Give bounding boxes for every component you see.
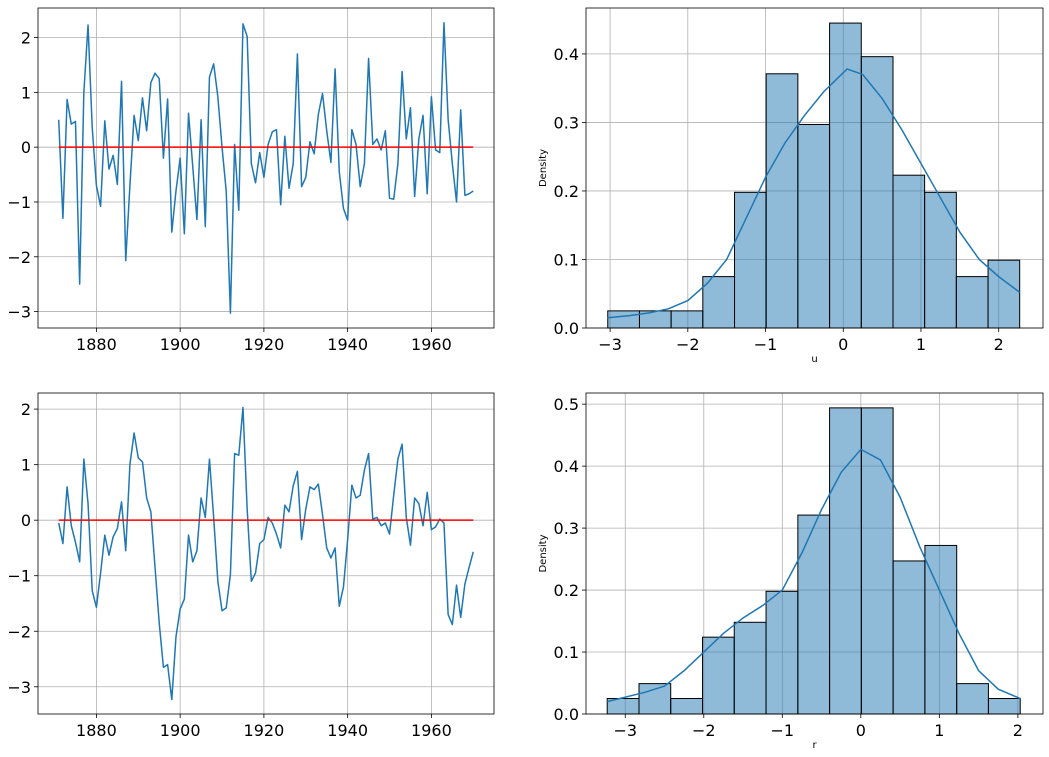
- x-tick-label: 1900: [160, 335, 201, 354]
- y-axis-label: Density: [538, 149, 549, 187]
- y-tick-label: 0: [21, 511, 31, 530]
- histogram-bar: [892, 560, 926, 715]
- y-tick-label: 0.2: [554, 182, 579, 201]
- histogram-bar: [892, 174, 926, 329]
- histogram-bar: [829, 22, 862, 329]
- histogram-bar: [733, 621, 767, 715]
- x-tick-label: −2: [676, 335, 700, 354]
- y-tick-label: 0.4: [554, 45, 579, 64]
- x-tick-label: 1960: [411, 335, 452, 354]
- series-line: [57, 406, 474, 701]
- histogram-bar: [797, 123, 831, 329]
- histogram-bar: [924, 544, 958, 715]
- x-tick-label: −2: [692, 721, 716, 740]
- histogram-bar: [607, 310, 640, 329]
- y-tick-label: 0.1: [554, 643, 579, 662]
- histogram-bar: [765, 73, 799, 329]
- x-tick-label: 1920: [244, 721, 285, 740]
- histogram-bar: [734, 191, 767, 329]
- histogram-bar: [670, 698, 704, 715]
- x-tick-label: 1: [934, 721, 944, 740]
- histogram-bar: [955, 276, 989, 329]
- x-tick-label: 1880: [76, 335, 117, 354]
- x-tick-label: 2: [1013, 721, 1023, 740]
- y-tick-label: −3: [7, 678, 31, 697]
- x-tick-label: 1880: [76, 721, 117, 740]
- subplot: −3 −2 −1 0 1 2 0.0 0.1 0.2 0.3 0.4 u Density: [538, 7, 1044, 365]
- y-tick-label: −3: [7, 303, 31, 322]
- histogram-bar: [956, 683, 989, 715]
- x-tick-label: 0: [856, 721, 866, 740]
- y-tick-label: −2: [7, 622, 31, 641]
- x-tick-label: −3: [613, 721, 637, 740]
- histogram-bar: [987, 698, 1021, 715]
- x-tick-label: 1: [916, 335, 926, 354]
- y-tick-label: 2: [21, 29, 31, 48]
- histogram-bar: [670, 310, 704, 329]
- y-tick-label: 1: [21, 83, 31, 102]
- x-tick-label: 1960: [411, 721, 452, 740]
- histogram-bar: [924, 191, 957, 329]
- y-axis-label: Density: [538, 534, 549, 572]
- axes-frame: [585, 7, 1044, 329]
- y-tick-label: 0: [21, 138, 31, 157]
- y-tick-label: 0.5: [554, 395, 579, 414]
- y-tick-label: 0.1: [554, 250, 579, 269]
- y-tick-label: −1: [7, 193, 31, 212]
- axes-frame: [37, 7, 495, 329]
- histogram-bar: [702, 276, 736, 329]
- y-tick-label: 0.4: [554, 457, 579, 476]
- kde-curve: [607, 68, 1021, 319]
- x-axis-label: r: [812, 740, 817, 751]
- series-line: [57, 22, 474, 314]
- x-tick-label: 1940: [327, 721, 368, 740]
- x-tick-label: 0: [838, 335, 848, 354]
- histogram-bar: [860, 407, 894, 715]
- y-tick-label: 0.3: [554, 113, 579, 132]
- y-tick-label: 0.0: [554, 705, 579, 724]
- histogram-bar: [765, 590, 799, 715]
- histogram-bar: [987, 259, 1021, 329]
- x-tick-label: −1: [771, 721, 795, 740]
- histogram-bar: [860, 56, 894, 329]
- x-tick-label: 1940: [327, 335, 368, 354]
- y-tick-label: 0.0: [554, 319, 579, 338]
- y-tick-label: 2: [21, 400, 31, 419]
- y-tick-label: −2: [7, 248, 31, 267]
- y-tick-label: −1: [7, 567, 31, 586]
- y-tick-label: 0.2: [554, 581, 579, 600]
- x-tick-label: 1920: [244, 335, 285, 354]
- x-axis-label: u: [811, 354, 817, 365]
- subplot: 1880 1900 1920 1940 1960 −3 −2 −1 0 1 2: [7, 7, 495, 354]
- axes-frame: [37, 392, 495, 715]
- x-tick-label: −1: [754, 335, 778, 354]
- subplot: 1880 1900 1920 1940 1960 −3 −2 −1 0 1 2: [7, 392, 495, 740]
- y-tick-label: 1: [21, 456, 31, 475]
- x-tick-label: −3: [598, 335, 622, 354]
- histogram-bar: [797, 514, 831, 715]
- x-tick-label: 1900: [160, 721, 201, 740]
- kde-curve: [607, 448, 1021, 703]
- y-tick-label: 0.3: [554, 519, 579, 538]
- axes-frame: [585, 392, 1044, 715]
- x-tick-label: 2: [994, 335, 1004, 354]
- histogram-bar: [638, 683, 672, 715]
- subplot: −3 −2 −1 0 1 2 0.0 0.1 0.2 0.3 0.4 0.5 r Density: [538, 392, 1044, 751]
